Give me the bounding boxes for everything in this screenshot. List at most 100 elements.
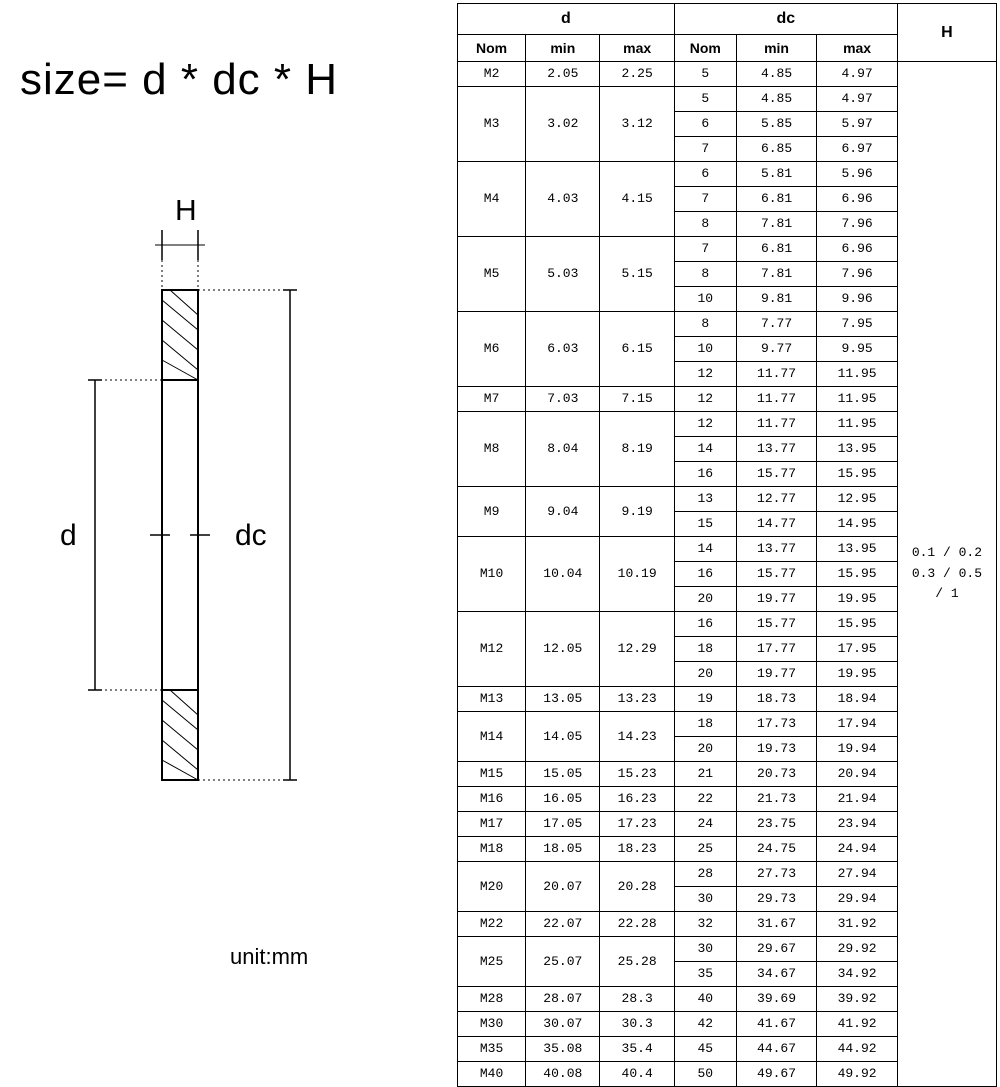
cell-dc-nom: 25 [674,837,736,862]
cell-dc-nom: 5 [674,87,736,112]
spec-table: d dc H Nom min max Nom min max M22.052.2… [457,3,997,1087]
cell-dc-nom: 14 [674,537,736,562]
cell-dc-nom: 30 [674,937,736,962]
cell-dc-min: 7.81 [736,262,817,287]
cell-d-nom: M6 [458,312,526,387]
cell-dc-min: 24.75 [736,837,817,862]
cell-d-min: 28.07 [526,987,600,1012]
cell-dc-max: 14.95 [817,512,898,537]
cell-d-min: 13.05 [526,687,600,712]
washer-top-section [162,290,198,380]
cell-dc-max: 6.96 [817,187,898,212]
cell-dc-max: 41.92 [817,1012,898,1037]
cell-dc-max: 15.95 [817,462,898,487]
cell-dc-min: 20.73 [736,762,817,787]
cell-dc-nom: 14 [674,437,736,462]
label-dc: dc [235,519,267,552]
cell-dc-max: 27.94 [817,862,898,887]
cell-dc-min: 7.77 [736,312,817,337]
sub-dc-min: min [736,35,817,62]
cell-dc-max: 20.94 [817,762,898,787]
cell-dc-nom: 12 [674,412,736,437]
cell-d-min: 40.08 [526,1062,600,1087]
cell-d-nom: M30 [458,1012,526,1037]
cell-dc-max: 13.95 [817,537,898,562]
cell-d-max: 20.28 [600,862,674,912]
cell-dc-max: 29.92 [817,937,898,962]
cell-d-min: 35.08 [526,1037,600,1062]
cell-dc-min: 29.73 [736,887,817,912]
cell-d-min: 4.03 [526,162,600,237]
cell-d-max: 9.19 [600,487,674,537]
cell-dc-max: 19.94 [817,737,898,762]
cell-dc-min: 21.73 [736,787,817,812]
cell-dc-min: 27.73 [736,862,817,887]
cell-dc-nom: 7 [674,137,736,162]
cell-dc-nom: 18 [674,712,736,737]
cell-dc-nom: 12 [674,362,736,387]
cell-dc-min: 4.85 [736,87,817,112]
cell-d-min: 20.07 [526,862,600,912]
cell-d-nom: M14 [458,712,526,762]
cell-d-nom: M8 [458,412,526,487]
cell-dc-max: 11.95 [817,362,898,387]
washer-bottom-section [162,690,198,780]
cell-d-min: 10.04 [526,537,600,612]
cell-dc-max: 7.96 [817,262,898,287]
cell-dc-nom: 20 [674,587,736,612]
cell-d-max: 6.15 [600,312,674,387]
cell-dc-max: 6.96 [817,237,898,262]
cell-dc-nom: 10 [674,287,736,312]
cell-dc-max: 23.94 [817,812,898,837]
cell-dc-nom: 16 [674,462,736,487]
cell-dc-nom: 22 [674,787,736,812]
cell-dc-nom: 8 [674,212,736,237]
cell-dc-min: 9.81 [736,287,817,312]
header-h: H [897,4,996,62]
left-panel: size= d * dc * H H [0,0,450,1000]
cell-dc-min: 31.67 [736,912,817,937]
cell-dc-max: 49.92 [817,1062,898,1087]
cell-d-max: 4.15 [600,162,674,237]
cell-d-max: 5.15 [600,237,674,312]
cell-d-min: 18.05 [526,837,600,862]
cell-d-min: 2.05 [526,62,600,87]
cell-dc-min: 5.85 [736,112,817,137]
cell-dc-min: 13.77 [736,537,817,562]
cell-d-max: 40.4 [600,1062,674,1087]
cell-dc-nom: 20 [674,662,736,687]
cell-dc-max: 24.94 [817,837,898,862]
washer-diagram: H [50,200,400,800]
cell-dc-max: 44.92 [817,1037,898,1062]
cell-d-max: 14.23 [600,712,674,762]
cell-dc-max: 5.97 [817,112,898,137]
cell-dc-nom: 50 [674,1062,736,1087]
cell-d-nom: M2 [458,62,526,87]
cell-dc-nom: 40 [674,987,736,1012]
size-formula: size= d * dc * H [20,55,338,105]
cell-d-nom: M12 [458,612,526,687]
cell-d-nom: M16 [458,787,526,812]
sub-d-min: min [526,35,600,62]
cell-d-min: 7.03 [526,387,600,412]
cell-dc-nom: 16 [674,612,736,637]
cell-dc-min: 15.77 [736,612,817,637]
cell-d-max: 13.23 [600,687,674,712]
cell-dc-max: 7.95 [817,312,898,337]
cell-dc-max: 19.95 [817,662,898,687]
cell-d-max: 2.25 [600,62,674,87]
label-d: d [60,519,77,552]
header-d: d [458,4,675,35]
cell-d-min: 16.05 [526,787,600,812]
cell-d-min: 22.07 [526,912,600,937]
cell-d-min: 6.03 [526,312,600,387]
cell-dc-min: 5.81 [736,162,817,187]
cell-d-max: 16.23 [600,787,674,812]
table-row: M22.052.2554.854.970.1 / 0.20.3 / 0.5/ 1 [458,62,997,87]
cell-d-nom: M20 [458,862,526,912]
cell-dc-nom: 6 [674,162,736,187]
cell-d-nom: M13 [458,687,526,712]
cell-dc-nom: 18 [674,637,736,662]
cell-d-min: 9.04 [526,487,600,537]
cell-dc-min: 19.73 [736,737,817,762]
